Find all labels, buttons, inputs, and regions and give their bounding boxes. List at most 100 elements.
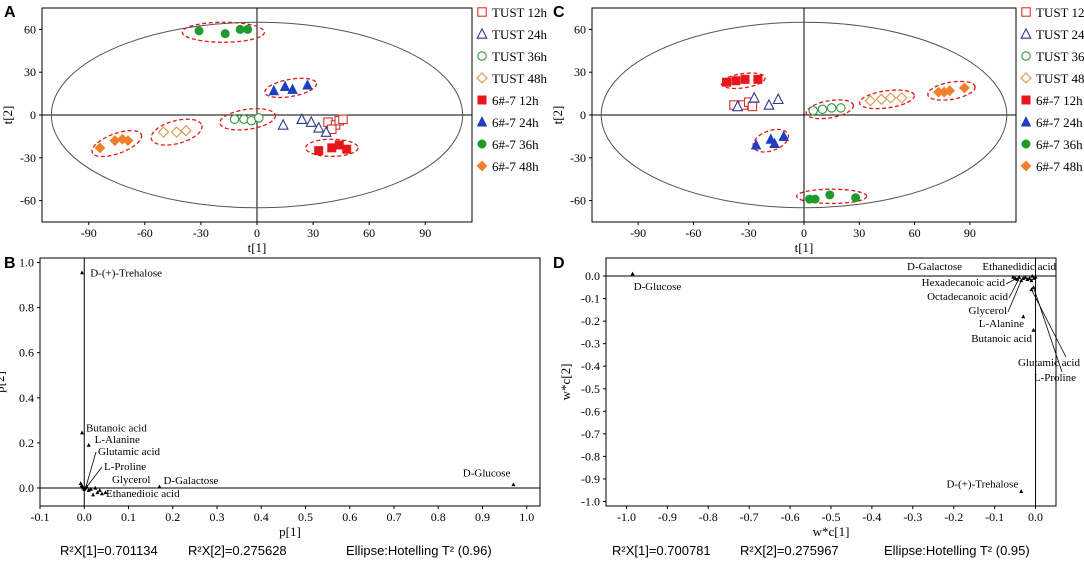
panel-b-loading-point xyxy=(86,442,91,447)
panel-c-legend-marker xyxy=(1021,139,1031,149)
panel-d-loading-point xyxy=(1025,277,1030,282)
panel-c-x-tick-label: 60 xyxy=(909,226,921,240)
panel-a-point xyxy=(235,24,245,34)
panel-b-label-l-proline: L-Proline xyxy=(104,461,146,473)
panel-a-y-tick-label: 0 xyxy=(30,108,36,122)
panel-a-point xyxy=(170,126,183,138)
footer-b-r2x1: R²X[1]=0.701134 xyxy=(60,543,158,558)
panel-d-label-l-alanine: L-Alanine xyxy=(979,318,1024,330)
panel-b-x-tick-label: 0.2 xyxy=(165,510,180,524)
panel-d-x-tick-label: -0.6 xyxy=(781,510,800,524)
panel-d-loading-point xyxy=(1029,287,1034,292)
panel-d-loading-point xyxy=(1031,327,1036,332)
panel-d-y-tick-label: -0.2 xyxy=(581,314,600,328)
panel-a-legend-marker xyxy=(476,116,488,127)
panel-d-leader-glutamic xyxy=(1031,289,1067,358)
panel-d-loading-point xyxy=(1011,274,1016,279)
panel-c-y-tick-label: 60 xyxy=(574,22,586,36)
panel-d-x-tick-label: -0.1 xyxy=(985,510,1004,524)
panel-b-label-glutamic-acid: Glutamic acid xyxy=(98,446,161,458)
panel-c-point xyxy=(864,94,877,107)
panel-d-loading-point xyxy=(1030,273,1035,278)
panel-d-x-tick-label: -0.3 xyxy=(903,510,922,524)
footer-d-r2x2: R²X[2]=0.275967 xyxy=(740,543,839,558)
panel-a-legend-marker xyxy=(476,160,488,172)
panel-b-label-d-glucose: D-Glucose xyxy=(463,468,511,480)
panel-a-x-tick-label: 0 xyxy=(254,226,260,240)
panel-b-label-d-galactose: D-Galactose xyxy=(163,475,218,487)
panel-c-x-tick-label: -60 xyxy=(685,226,701,240)
panel-c-legend-marker xyxy=(1020,160,1032,172)
panel-a-x-tick-label: -60 xyxy=(137,226,153,240)
panel-d-loading-point xyxy=(1017,274,1022,279)
panel-b-loading-point xyxy=(80,430,85,435)
panel-c-point xyxy=(763,98,775,110)
footer-d-r2x1: R²X[1]=0.700781 xyxy=(612,543,711,558)
panel-a-y-axis-label: t[2] xyxy=(0,106,15,125)
panel-c-point xyxy=(825,190,835,200)
panel-b-label-l-alanine: L-Alanine xyxy=(95,434,140,446)
panel-a-x-tick-label: 90 xyxy=(419,226,431,240)
panel-c-x-tick-label: -90 xyxy=(630,226,646,240)
panel-c-x-tick-label: -30 xyxy=(741,226,757,240)
panel-b-x-tick-label: 0.7 xyxy=(386,510,401,524)
panel-a-group-ellipse xyxy=(304,138,359,158)
panel-c-point xyxy=(817,104,828,115)
panel-d-leader-proline xyxy=(1033,287,1063,373)
panel-a-legend-marker xyxy=(477,95,487,105)
panel-c-point xyxy=(808,105,818,116)
panel-b-x-tick-label: 0.1 xyxy=(121,510,136,524)
panel-c-legend-marker xyxy=(1021,95,1031,105)
panel-a-legend-label: 6#-7 24h xyxy=(492,115,539,130)
panel-b-x-tick-label: 0.3 xyxy=(209,510,224,524)
panel-a-point xyxy=(94,142,106,154)
panel-b-loading-point xyxy=(97,488,102,492)
panel-c-point xyxy=(895,92,908,104)
panel-d-leader-hexadecanoic xyxy=(1005,277,1018,285)
panel-d-label-glutamic-acid: Glutamic acid xyxy=(1018,357,1081,369)
panel-b-leader-glutamic xyxy=(85,451,97,486)
panel-d-loading-point xyxy=(1027,276,1032,280)
panel-b-loading-point xyxy=(93,485,98,490)
panel-d-label-glycerol: Glycerol xyxy=(969,305,1007,317)
panel-a-legend-label: TUST 24h xyxy=(492,27,548,42)
panel-d-label-trehalose: D-(+)-Trehalose xyxy=(946,478,1018,490)
panel-a-point xyxy=(122,135,134,147)
panel-a-point xyxy=(220,29,230,39)
panel-b-y-tick-label: 0.4 xyxy=(19,391,34,405)
panel-a-x-tick-label: -30 xyxy=(193,226,209,240)
panel-b-y-tick-label: 0.0 xyxy=(19,481,34,495)
panel-b-plot-frame xyxy=(39,257,541,507)
panel-d-label-d-galactose: D-Galactose xyxy=(907,261,962,273)
panel-c-point xyxy=(826,103,837,113)
panel-c-group-ellipse xyxy=(858,89,916,110)
panel-c-point xyxy=(778,130,790,141)
panel-c-point xyxy=(884,92,897,104)
panel-a-point xyxy=(302,79,313,90)
panel-b-x-tick-label: -0.1 xyxy=(31,510,50,524)
panel-c-legend-label: 6#-7 48h xyxy=(1036,159,1083,174)
panel-c-group-ellipse xyxy=(752,128,790,153)
panel-a-legend-marker xyxy=(476,72,488,84)
panel-b-y-axis-label: p[2] xyxy=(0,371,7,393)
panel-a-legend-label: TUST 12h xyxy=(492,5,548,20)
panel-a-group-ellipse xyxy=(150,118,203,146)
panel-c-legend-marker xyxy=(1021,7,1031,17)
panel-c-x-axis-label: t[1] xyxy=(795,240,814,255)
panel-c-point xyxy=(722,77,732,87)
panel-c-point xyxy=(747,101,758,112)
panel-a-point xyxy=(320,125,332,137)
panel-a-point xyxy=(279,80,291,91)
panel-b-loading-point xyxy=(80,270,85,275)
panel-a-group-ellipse xyxy=(91,129,143,158)
panel-d-x-tick-label: -0.7 xyxy=(740,510,759,524)
panel-c-point xyxy=(750,139,762,150)
panel-b-x-tick-label: 0.8 xyxy=(431,510,446,524)
panel-b-x-tick-label: 0.9 xyxy=(475,510,490,524)
panel-b-loading-point xyxy=(103,490,108,495)
panel-b-loading-point xyxy=(95,490,100,495)
panel-b-y-tick-label: 0.6 xyxy=(19,346,34,360)
panel-b-loading-point xyxy=(88,486,93,491)
panel-a-y-tick-label: -60 xyxy=(20,194,36,208)
panel-b-x-tick-label: 0.0 xyxy=(77,510,92,524)
